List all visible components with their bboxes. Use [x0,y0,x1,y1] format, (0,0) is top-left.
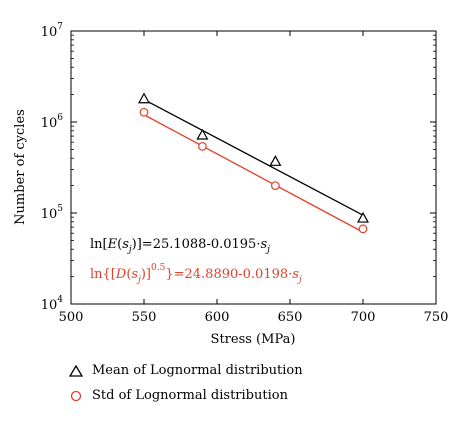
std-data-point [271,181,280,191]
circle-marker-icon [70,390,82,401]
mean-data-point [196,128,209,140]
legend-item-mean: Mean of Lognormal distribution [68,363,303,378]
y-axis-label: Number of cycles [13,109,28,225]
legend-label-mean: Mean of Lognormal distribution [92,363,303,378]
triangle-marker-icon [68,364,84,377]
x-tick-label: 500 [59,310,84,325]
plot-frame [70,30,437,305]
x-tick-label: 700 [351,310,376,325]
legend-item-std: Std of Lognormal distribution [68,388,288,403]
x-tick-label: 550 [132,310,157,325]
x-tick-label: 600 [205,310,230,325]
y-tick-label: 104 [41,295,64,313]
x-axis-label: Stress (MPa) [211,332,296,347]
legend-label-std: Std of Lognormal distribution [92,388,288,403]
y-tick-label: 107 [41,22,64,40]
x-tick-label: 750 [424,310,449,325]
y-tick-label: 105 [41,204,64,222]
mean-data-point [137,92,151,104]
std-data-point [358,224,368,234]
std-fit-equation: ln{[D(sj)]0.5}=24.8890-0.0198·sj [90,263,302,285]
y-tick-label: 106 [41,113,64,131]
mean-data-point [356,211,370,223]
std-data-point [197,141,207,151]
mean-fit-line [143,98,364,216]
std-data-point [139,107,149,117]
x-tick-label: 650 [278,310,303,325]
mean-fit-equation: ln[E(sj)]=25.1088-0.0195·sj [90,237,270,255]
std-fit-line [143,114,364,233]
mean-data-point [269,155,282,166]
